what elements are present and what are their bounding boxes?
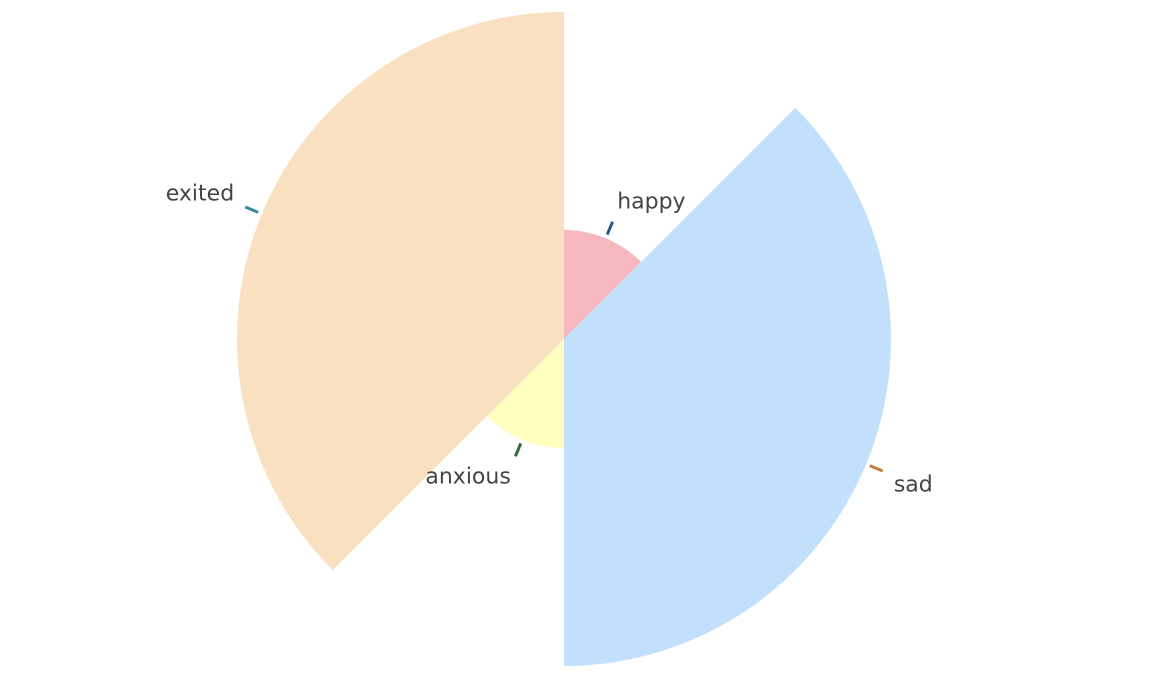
slice-exited[interactable] (236, 12, 564, 571)
slice-happy[interactable] (564, 230, 642, 339)
slice-sad[interactable] (564, 107, 892, 667)
connector-happy (605, 221, 614, 236)
label-sad: sad (894, 473, 933, 498)
slices (236, 12, 892, 667)
label-happy: happy (617, 190, 685, 215)
labels: happy sad anxious exited (166, 181, 933, 497)
slice-anxious[interactable] (486, 339, 564, 448)
connector-sad (869, 464, 884, 473)
label-anxious: anxious (425, 464, 510, 489)
connector-anxious (514, 442, 523, 457)
label-exited: exited (166, 181, 234, 206)
connector-exited (244, 205, 259, 214)
